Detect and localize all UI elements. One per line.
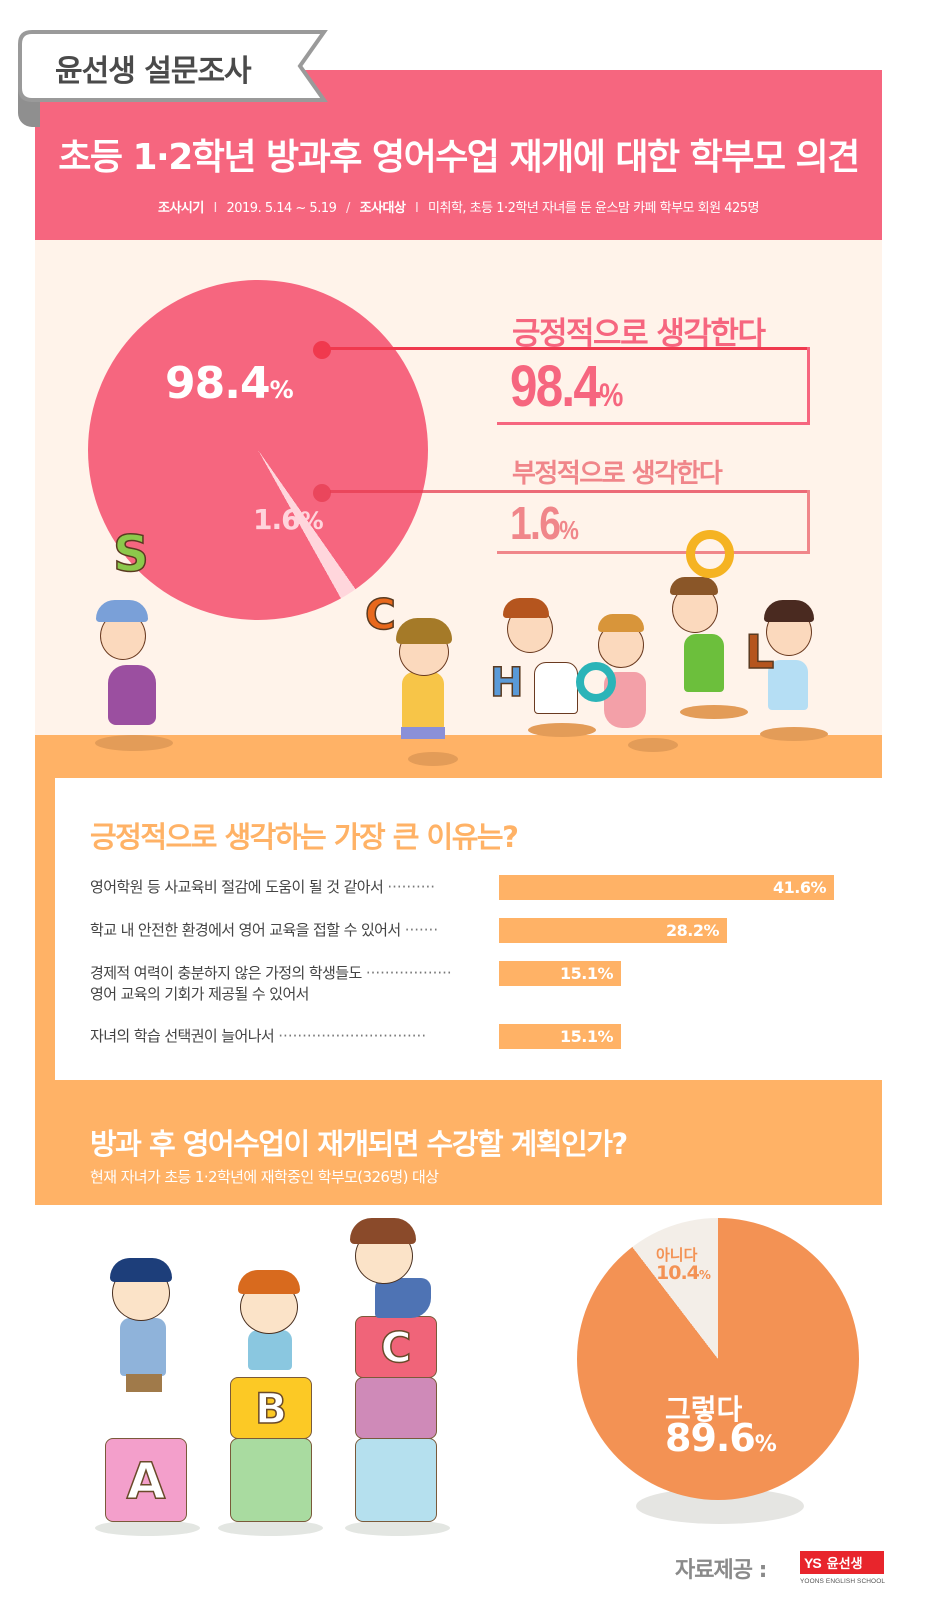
block-lightblue: [355, 1438, 437, 1522]
reason-row: 영어학원 등 사교육비 절감에 도움이 될 것 같아서 ·········· 4…: [90, 875, 870, 900]
letter-l: L: [744, 624, 775, 680]
block-a: A: [105, 1438, 187, 1522]
kid-shadow: [760, 727, 828, 741]
kid-hair: [350, 1218, 416, 1244]
letter-o-yellow: [686, 530, 734, 578]
kid-hair: [503, 598, 549, 618]
kid-shadow: [628, 738, 678, 752]
logo-subtitle: YOONS ENGLISH SCHOOL: [800, 1578, 886, 1585]
slash-divider: /: [346, 201, 350, 216]
yoons-logo: YS 윤선생: [800, 1551, 884, 1574]
reason-bar: 15.1%: [499, 961, 621, 986]
opinion-pie-chart: [88, 280, 428, 620]
kid-hair: [598, 614, 644, 632]
kid-shadow: [95, 735, 173, 751]
badge-title: 윤선생 설문조사: [55, 54, 252, 89]
pie-no-label: 아니다: [656, 1246, 698, 1264]
reason-label: 학교 내 안전한 환경에서 영어 교육을 접할 수 있어서 ·······: [90, 921, 439, 939]
reason-bar: 28.2%: [499, 918, 727, 943]
pie-yes-value: 89.6%: [665, 1416, 777, 1460]
ribbon-banner: [18, 30, 328, 102]
kid-hair: [764, 600, 814, 622]
survey-target: 미취학, 초등 1·2학년 자녀를 둔 윤스맘 카페 학부모 회원 425명: [428, 201, 759, 216]
positive-legend-value: 98.4%: [510, 354, 623, 419]
positive-dot: [313, 341, 331, 359]
survey-period-label: 조사시기: [158, 201, 204, 216]
block-c: C: [355, 1316, 437, 1378]
block-b: B: [230, 1377, 312, 1439]
kid-hair: [670, 577, 718, 595]
survey-period: 2019. 5.14 ~ 5.19: [226, 201, 337, 216]
block-shadow: [218, 1520, 323, 1536]
reasons-card: [55, 778, 885, 1080]
reasons-title: 긍정적으로 생각하는 가장 큰 이유는?: [90, 820, 519, 854]
kid-shadow: [408, 752, 458, 766]
logo-mark: YS: [804, 1554, 822, 1571]
kid-shadow: [680, 705, 748, 719]
block-green: [230, 1438, 312, 1522]
kid-white-shirt: [534, 662, 578, 714]
kid-blue-shirt: [768, 660, 808, 710]
kid-hair: [238, 1270, 300, 1294]
pie-no-value: 10.4%: [656, 1262, 711, 1284]
reason-label: 경제적 여력이 충분하지 않은 가정의 학생들도 ···············…: [90, 964, 452, 1003]
survey-target-label: 조사대상: [359, 201, 406, 216]
logo-name: 윤선생: [826, 1557, 863, 1572]
negative-dot: [313, 484, 331, 502]
reason-bar: 15.1%: [499, 1024, 621, 1049]
kid-shadow: [528, 723, 596, 737]
block-purple: [355, 1377, 437, 1439]
plan-subtitle: 현재 자녀가 초등 1·2학년에 재학중인 학부모(326명) 대상: [90, 1168, 439, 1186]
kid-hair: [110, 1258, 172, 1282]
plan-pie-chart: [577, 1218, 859, 1500]
positive-leader-line: [330, 347, 810, 350]
reason-bar: 41.6%: [499, 875, 834, 900]
kid-purple-hoodie: [108, 665, 156, 725]
credit-label: 자료제공 :: [675, 1558, 767, 1583]
negative-callout-box: [497, 490, 810, 554]
reason-row: 경제적 여력이 충분하지 않은 가정의 학생들도 ···············…: [90, 961, 870, 1005]
block-shadow: [95, 1520, 200, 1536]
letter-h: H: [489, 659, 524, 707]
reason-label: 자녀의 학습 선택권이 늘어나서 ·······················…: [90, 1027, 427, 1045]
divider: I: [415, 201, 419, 216]
divider: I: [213, 201, 218, 216]
reason-row: 자녀의 학습 선택권이 늘어나서 ·······················…: [90, 1024, 870, 1049]
kid-blue-dress: [375, 1278, 431, 1318]
reason-row: 학교 내 안전한 환경에서 영어 교육을 접할 수 있어서 ······· 28…: [90, 918, 870, 943]
kid-blue-shirt: [248, 1330, 292, 1370]
kid-yellow-sweater: [402, 672, 444, 730]
kid-skirt: [401, 727, 445, 739]
letter-s: S: [112, 524, 150, 584]
reason-label: 영어학원 등 사교육비 절감에 도움이 될 것 같아서 ··········: [90, 878, 436, 896]
pie-yes-label: 그렇다: [665, 1393, 743, 1426]
survey-meta: 조사시기 I 2019. 5.14 ~ 5.19 / 조사대상 I 미취학, 초…: [35, 197, 882, 216]
pie-negative-label: 1.6%: [253, 503, 324, 536]
kid-striped-shirt: [120, 1318, 166, 1376]
kid-shorts: [126, 1374, 162, 1392]
positive-callout-box: [497, 347, 810, 425]
negative-legend-value: 1.6%: [510, 497, 579, 549]
kid-green-shirt: [684, 634, 724, 692]
block-shadow: [345, 1520, 450, 1536]
page-title: 초등 1·2학년 방과후 영어수업 재개에 대한 학부모 의견: [58, 137, 860, 178]
kid-cap: [96, 600, 148, 622]
negative-legend-label: 부정적으로 생각한다: [512, 459, 723, 489]
kid-hair: [396, 618, 452, 644]
pie-positive-label: 98.4%: [165, 358, 294, 409]
plan-title: 방과 후 영어수업이 재개되면 수강할 계획인가?: [90, 1127, 628, 1161]
positive-legend-label: 긍정적으로 생각한다: [512, 316, 766, 352]
letter-c: C: [364, 589, 396, 640]
letter-o-teal: [576, 662, 616, 702]
negative-leader-line: [330, 490, 810, 493]
